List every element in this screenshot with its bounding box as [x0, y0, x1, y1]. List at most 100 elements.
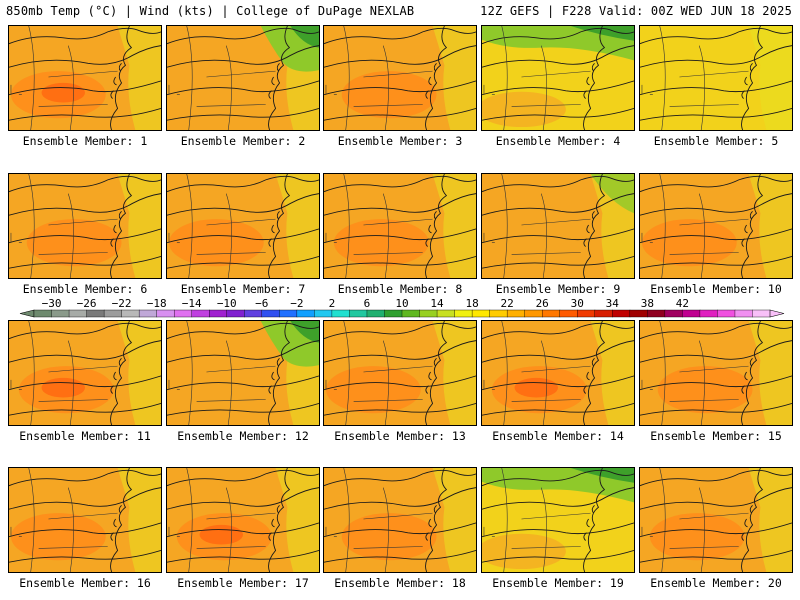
member-caption: Ensemble Member: 1	[22, 134, 148, 148]
colorbar-swatch	[506, 309, 526, 318]
ensemble-member-map	[639, 25, 793, 131]
colorbar-swatch	[524, 309, 543, 318]
member-caption: Ensemble Member: 19	[492, 576, 624, 590]
colorbar-tick-label: −10	[217, 298, 237, 310]
member-caption: Ensemble Member: 8	[337, 282, 463, 296]
member-map-svg	[640, 26, 792, 130]
colorbar-swatch	[401, 309, 421, 318]
member-caption: Ensemble Member: 7	[180, 282, 306, 296]
member-map-svg	[9, 468, 161, 572]
member-map-svg	[167, 26, 319, 130]
ensemble-member-map	[166, 25, 320, 131]
colorbar-tick-label: −2	[290, 298, 303, 310]
member-map-svg	[167, 174, 319, 278]
colorbar-swatch	[489, 309, 508, 318]
temperature-colorbar: −30 −26 −22 −18 −14 −10 −6 −2 2 6 10 14 18 22 26 30 34 38…	[12, 298, 792, 320]
ensemble-member-map	[166, 467, 320, 573]
run-valid-time: 12Z GEFS | F228 Valid: 00Z WED JUN 18 20…	[480, 4, 792, 18]
member-caption: Ensemble Member: 20	[650, 576, 782, 590]
member-caption: Ensemble Member: 17	[177, 576, 309, 590]
colorbar-swatch	[121, 309, 140, 318]
colorbar-swatch	[244, 309, 263, 318]
member-caption: Ensemble Member: 18	[334, 576, 466, 590]
colorbar-swatch	[629, 309, 648, 318]
colorbar-swatch	[349, 309, 368, 318]
colorbar-tick-label: −26	[77, 298, 97, 310]
colorbar-tick-label: 34	[606, 298, 620, 310]
colorbar-svg: −30 −26 −22 −18 −14 −10 −6 −2 2 6 10 14 18 22 26 30 34 38…	[19, 298, 785, 318]
member-map-svg	[167, 321, 319, 425]
ensemble-member-map	[166, 320, 320, 426]
colorbar-swatch	[734, 309, 753, 318]
colorbar-swatch	[51, 309, 70, 318]
member-map-svg	[640, 468, 792, 572]
colorbar-swatch	[577, 309, 596, 318]
colorbar-swatch	[541, 309, 561, 318]
member-caption: Ensemble Member: 14	[492, 429, 624, 443]
colorbar-tick-label: 10	[395, 298, 408, 310]
colorbar-tick-label: −30	[42, 298, 62, 310]
colorbar-swatch	[173, 309, 193, 318]
member-caption: Ensemble Member: 3	[337, 134, 463, 148]
colorbar-tick-label: −22	[112, 298, 132, 310]
member-caption: Ensemble Member: 10	[650, 282, 782, 296]
ensemble-member-map	[481, 467, 635, 573]
colorbar-swatch	[68, 309, 88, 318]
colorbar-tick-label: −14	[182, 298, 202, 310]
colorbar-tick-label: 30	[571, 298, 584, 310]
colorbar-tick-label: 26	[536, 298, 549, 310]
member-map-svg	[9, 26, 161, 130]
member-map-svg	[640, 321, 792, 425]
colorbar-tick-label: 42	[676, 298, 689, 310]
member-caption: Ensemble Member: 2	[180, 134, 306, 148]
member-map-svg	[324, 468, 476, 572]
ensemble-member-map	[323, 25, 477, 131]
colorbar-swatch	[419, 309, 438, 318]
member-caption: Ensemble Member: 6	[22, 282, 148, 296]
colorbar-swatch	[191, 309, 210, 318]
colorbar-swatch	[647, 309, 666, 318]
chart-title: 850mb Temp (°C) | Wind (kts) | College o…	[6, 4, 415, 18]
ensemble-member-map	[481, 320, 635, 426]
colorbar-tick-label: 6	[364, 298, 371, 310]
ensemble-member-map	[8, 320, 162, 426]
ensemble-member-map	[323, 320, 477, 426]
colorbar-swatch	[612, 309, 631, 318]
colorbar-swatch	[296, 309, 315, 318]
member-map-svg	[482, 26, 634, 130]
colorbar-swatch	[366, 309, 385, 318]
colorbar-tick-label: 38	[641, 298, 654, 310]
colorbar-tick-label: 14	[430, 298, 444, 310]
member-caption: Ensemble Member: 12	[177, 429, 309, 443]
colorbar-swatch	[559, 309, 578, 318]
colorbar-swatch	[314, 309, 333, 318]
colorbar-swatch	[664, 309, 683, 318]
colorbar-swatch	[752, 309, 771, 318]
ensemble-member-map	[481, 173, 635, 279]
colorbar-swatch	[454, 309, 473, 318]
colorbar-left-arrow	[19, 309, 35, 318]
colorbar-tick-label: −6	[255, 298, 268, 310]
member-caption: Ensemble Member: 15	[650, 429, 782, 443]
member-map-svg	[324, 26, 476, 130]
member-caption: Ensemble Member: 13	[334, 429, 466, 443]
colorbar-swatch	[279, 309, 298, 318]
colorbar-swatch	[226, 309, 245, 318]
member-map-svg	[9, 321, 161, 425]
member-map-svg	[482, 321, 634, 425]
ensemble-member-map	[481, 25, 635, 131]
colorbar-tick-label: 18	[465, 298, 478, 310]
colorbar-swatch	[682, 309, 701, 318]
colorbar-tick-label: −18	[147, 298, 167, 310]
member-map-svg	[324, 321, 476, 425]
colorbar-swatch	[86, 309, 105, 318]
member-map-svg	[640, 174, 792, 278]
member-caption: Ensemble Member: 4	[495, 134, 621, 148]
member-map-svg	[9, 174, 161, 278]
member-caption: Ensemble Member: 11	[19, 429, 151, 443]
ensemble-member-map	[639, 467, 793, 573]
colorbar-swatch	[103, 309, 123, 318]
member-map-svg	[167, 468, 319, 572]
member-map-svg	[482, 174, 634, 278]
colorbar-swatch	[33, 309, 53, 318]
